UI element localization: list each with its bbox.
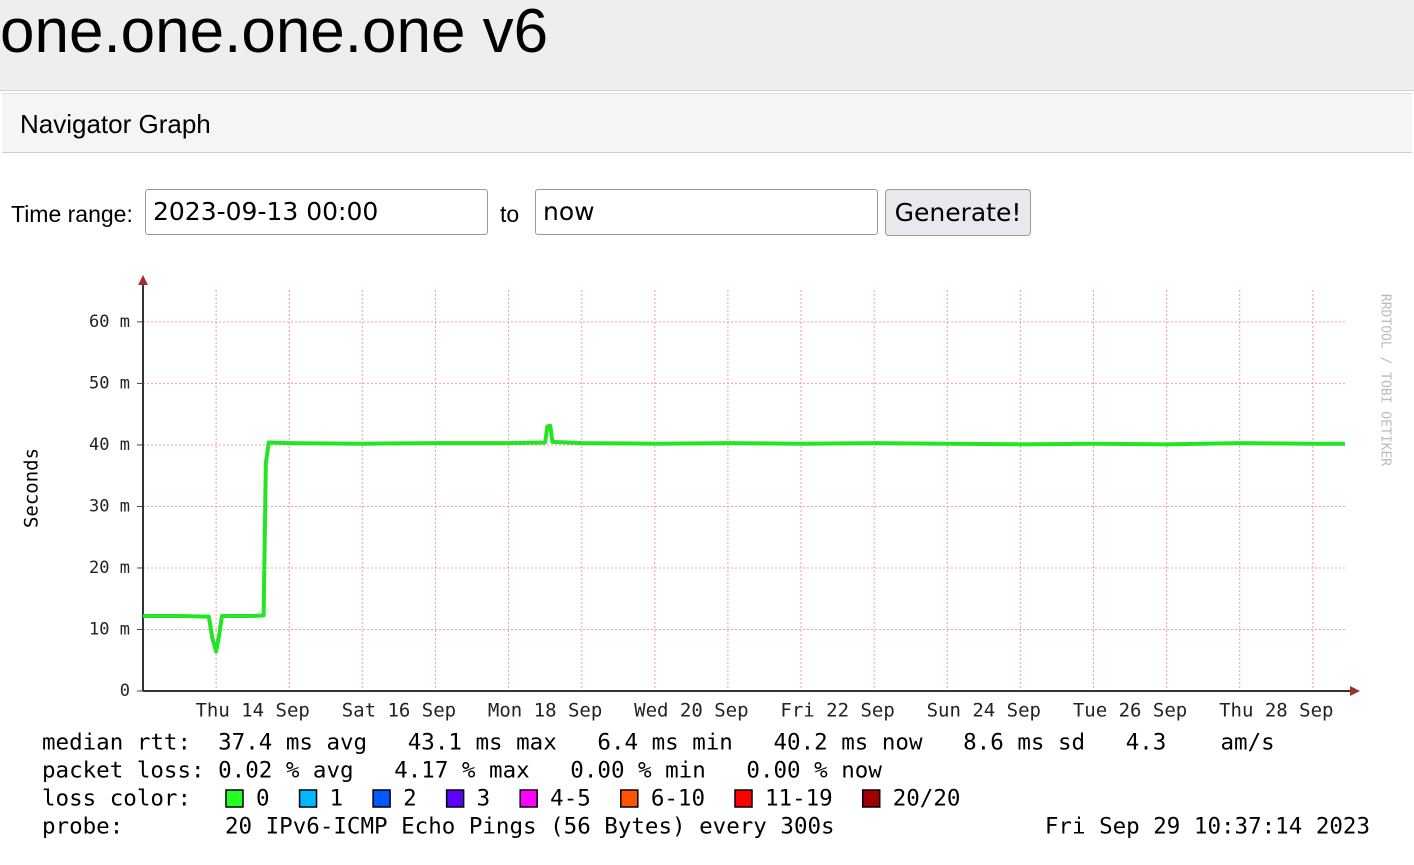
y-tick-label: 40 m [89, 435, 130, 455]
to-label: to [500, 201, 520, 227]
page-title: one.one.one.one v6 [0, 0, 549, 66]
x-tick-label: Tue 26 Sep [1073, 700, 1187, 722]
x-tick-label: Fri 22 Sep [780, 700, 894, 722]
x-arrow [1350, 686, 1360, 696]
loss-name: 20/20 [893, 786, 961, 812]
stats-line: packet loss: 0.02 % avg 4.17 % max 0.00 … [42, 758, 882, 784]
start-input[interactable]: 2023-09-13 00:00 [145, 189, 488, 235]
y-tick-label: 20 m [89, 558, 130, 578]
loss-name: 6-10 [651, 786, 705, 812]
stats-line: median rtt: 37.4 ms avg 43.1 ms max 6.4 … [42, 730, 1275, 756]
loss-name: 1 [330, 786, 344, 812]
header: one.one.one.one v6 [0, 0, 1414, 91]
y-tick-label: 60 m [89, 312, 130, 332]
loss-label: loss color: [42, 786, 191, 812]
loss-name: 11-19 [765, 786, 833, 812]
watermark: RRDTOOL / TOBI OETIKER [1378, 294, 1393, 466]
loss-name: 3 [477, 786, 491, 812]
loss-name: 0 [256, 786, 270, 812]
x-tick-label: Mon 18 Sep [488, 700, 602, 722]
loss-swatch [861, 789, 881, 808]
y-tick-label: 50 m [89, 373, 130, 393]
y-tick-label: 30 m [89, 496, 130, 516]
x-tick-label: Thu 28 Sep [1219, 700, 1333, 722]
loss-swatch [620, 789, 639, 808]
nav-title: Navigator Graph [20, 109, 211, 139]
x-tick-label: Wed 20 Sep [634, 700, 748, 722]
x-tick-label: Sat 16 Sep [342, 700, 456, 722]
median-line [143, 423, 1345, 654]
loss-name: 2 [403, 786, 417, 812]
loss-swatch [445, 789, 465, 808]
time-range-label: Time range: [11, 201, 133, 227]
nav-bar: Navigator Graph [2, 93, 1412, 153]
y-tick-label: 10 m [89, 619, 130, 639]
y-tick-label: 0 [120, 681, 130, 701]
probe-text: 20 IPv6-ICMP Echo Pings (56 Bytes) every… [225, 814, 835, 840]
loss-swatch [372, 789, 391, 808]
loss-swatch [298, 789, 318, 808]
x-tick-label: Thu 14 Sep [195, 700, 309, 722]
probe-label: probe: [42, 814, 123, 840]
y-axis-title: Seconds [21, 448, 43, 528]
y-arrow [138, 275, 148, 285]
loss-swatch [734, 789, 753, 808]
loss-swatch [225, 789, 244, 808]
median-line-shadow [143, 424, 1345, 652]
graph: 0 10 m 20 m 30 m 40 m 50 m 60 m Thu 14 Sep Sat 1… [21, 275, 1393, 840]
timestamp: Fri Sep 29 10:37:14 2023 [1045, 814, 1370, 840]
generate-button[interactable]: Generate! [885, 189, 1031, 236]
end-input[interactable]: now [535, 189, 878, 235]
loss-swatch [519, 789, 538, 808]
loss-name: 4-5 [550, 786, 591, 812]
x-tick-label: Sun 24 Sep [927, 700, 1041, 722]
